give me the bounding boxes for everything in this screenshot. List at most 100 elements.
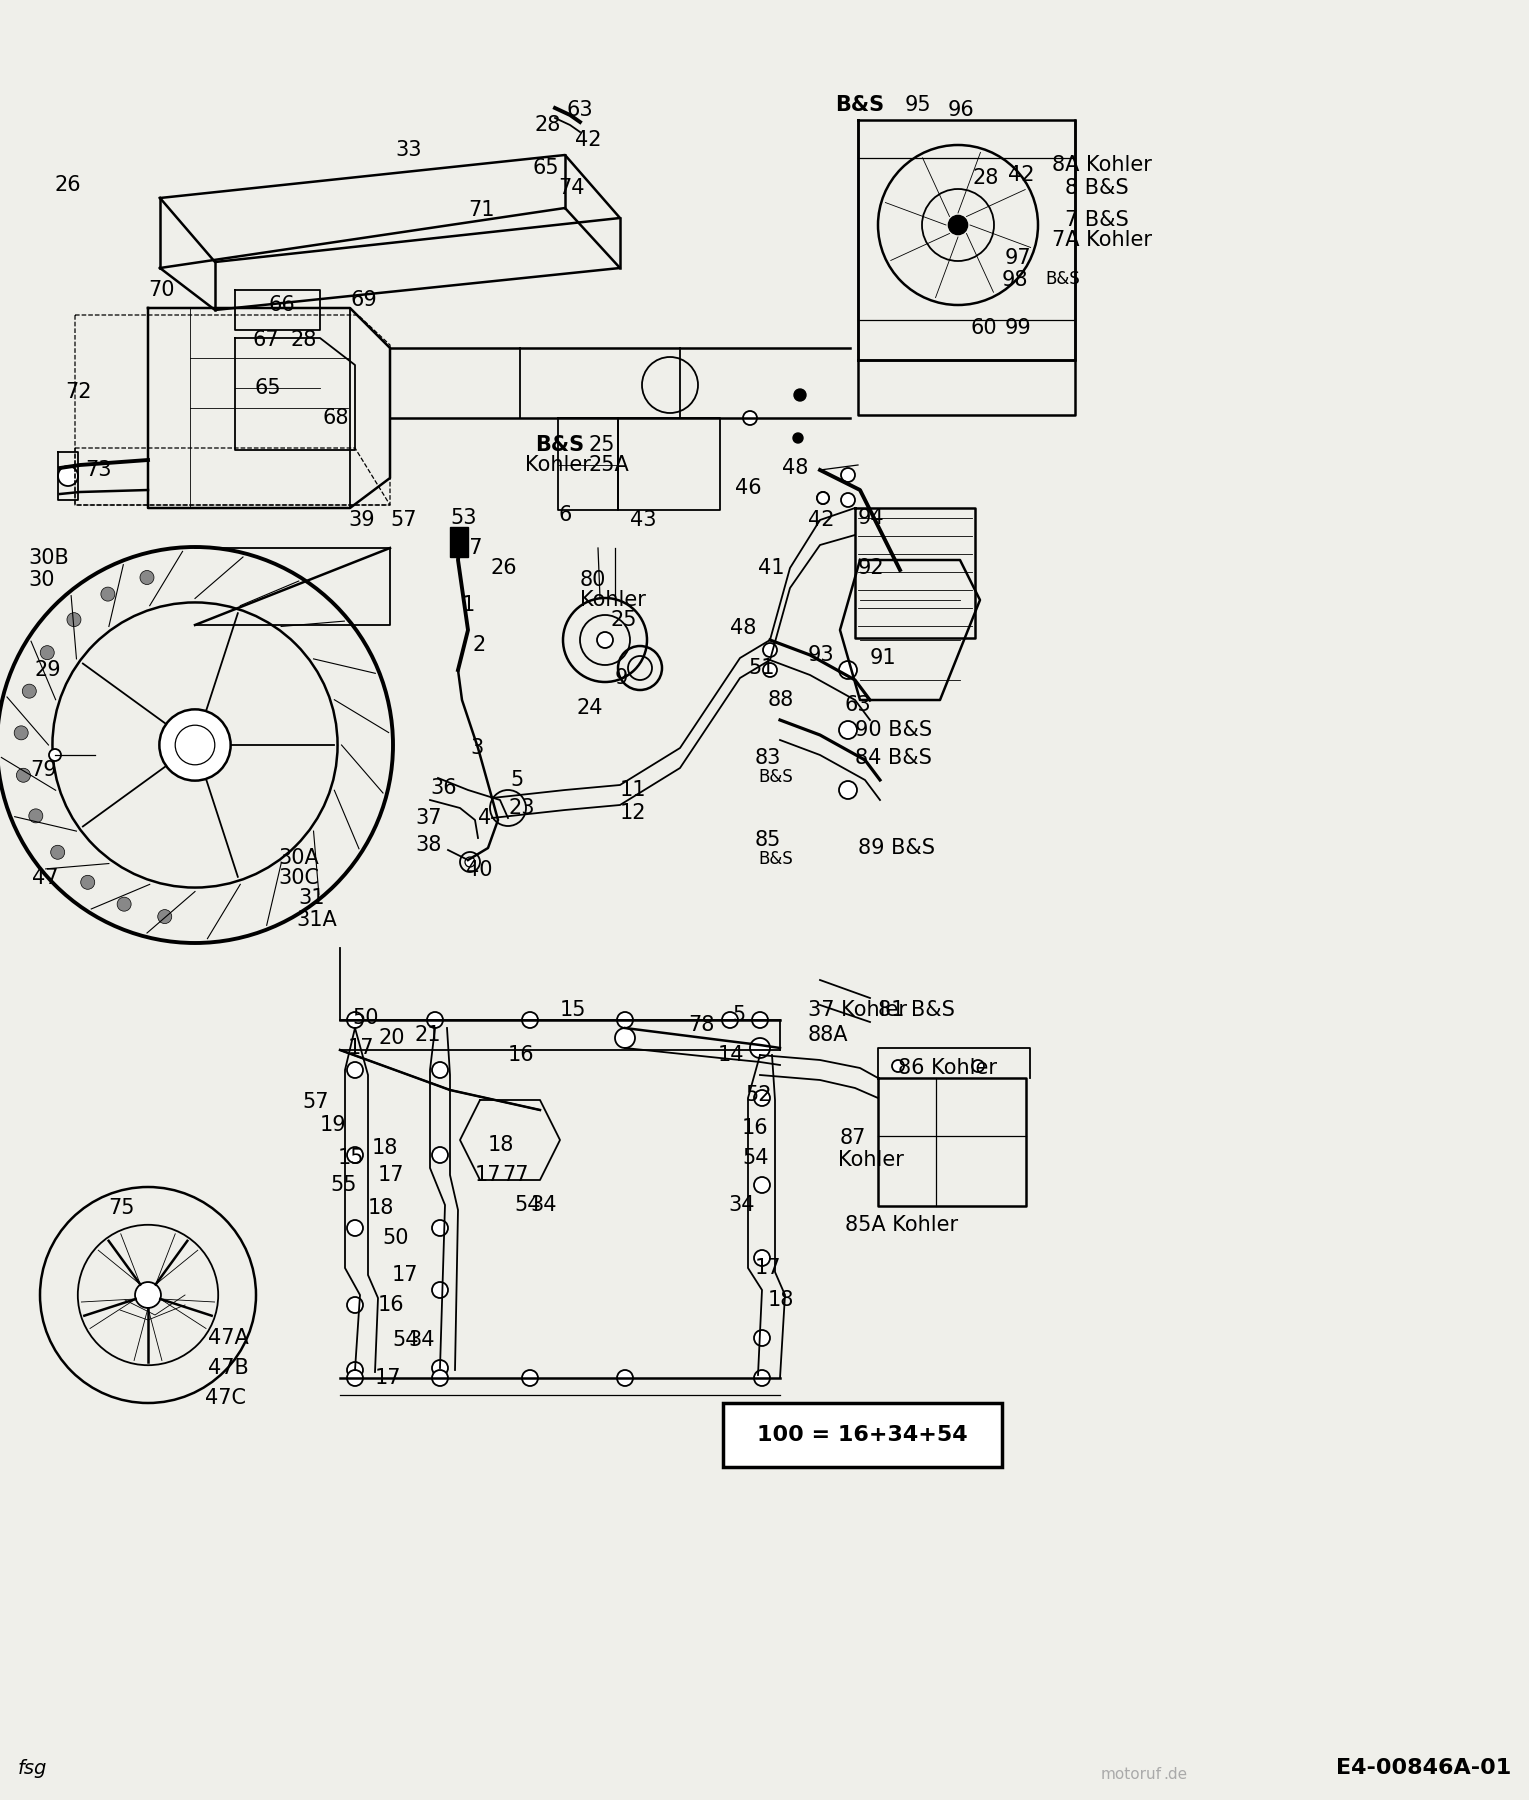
Circle shape	[722, 1012, 739, 1028]
Text: 31A: 31A	[297, 911, 336, 931]
Circle shape	[433, 1062, 448, 1078]
Text: 95: 95	[905, 95, 931, 115]
Text: 34: 34	[408, 1330, 434, 1350]
Circle shape	[948, 216, 968, 234]
Text: 97: 97	[1005, 248, 1032, 268]
Text: 79: 79	[31, 760, 57, 779]
Circle shape	[14, 725, 28, 740]
Text: 86 Kohler: 86 Kohler	[898, 1058, 997, 1078]
Text: 81 B&S: 81 B&S	[878, 1001, 956, 1021]
Circle shape	[839, 781, 856, 799]
Text: 42: 42	[807, 509, 835, 529]
Text: 14: 14	[719, 1046, 745, 1066]
Text: 1: 1	[462, 596, 476, 616]
Circle shape	[50, 846, 64, 859]
Circle shape	[29, 808, 43, 823]
Text: 36: 36	[430, 778, 457, 797]
Circle shape	[754, 1330, 771, 1346]
Text: B&S: B&S	[758, 769, 792, 787]
Text: 89 B&S: 89 B&S	[858, 839, 936, 859]
Text: 17: 17	[375, 1368, 402, 1388]
Text: .de: .de	[1164, 1768, 1187, 1782]
Text: Kohler: Kohler	[838, 1150, 904, 1170]
Text: 73: 73	[86, 461, 112, 481]
Text: 15: 15	[560, 1001, 587, 1021]
Text: 34: 34	[531, 1195, 557, 1215]
Text: 34: 34	[728, 1195, 754, 1215]
Circle shape	[841, 468, 855, 482]
Text: 46: 46	[735, 479, 761, 499]
Text: 87: 87	[839, 1129, 867, 1148]
Text: 63: 63	[846, 695, 872, 715]
Text: 31: 31	[298, 887, 324, 907]
Text: B&S: B&S	[1044, 270, 1079, 288]
Circle shape	[839, 661, 856, 679]
Text: 25: 25	[589, 436, 615, 455]
Text: 28: 28	[535, 115, 561, 135]
Circle shape	[81, 875, 95, 889]
Text: 93: 93	[807, 644, 835, 664]
Text: 2: 2	[472, 635, 485, 655]
Circle shape	[347, 1370, 362, 1386]
Text: 8A Kohler: 8A Kohler	[1052, 155, 1151, 175]
Text: 53: 53	[450, 508, 477, 527]
Text: 41: 41	[758, 558, 784, 578]
Text: 5: 5	[511, 770, 523, 790]
Text: 26: 26	[55, 175, 81, 194]
Circle shape	[427, 1012, 443, 1028]
Text: 69: 69	[350, 290, 376, 310]
Text: 57: 57	[390, 509, 416, 529]
Text: 42: 42	[575, 130, 601, 149]
Text: 40: 40	[466, 860, 492, 880]
Text: 47C: 47C	[205, 1388, 246, 1408]
Text: 50: 50	[382, 1228, 408, 1247]
Text: 17: 17	[476, 1165, 502, 1184]
Circle shape	[596, 632, 613, 648]
Circle shape	[615, 1028, 635, 1048]
Text: 37: 37	[414, 808, 442, 828]
Circle shape	[157, 909, 171, 923]
Text: 38: 38	[414, 835, 442, 855]
Text: 17: 17	[391, 1265, 419, 1285]
Text: 92: 92	[858, 558, 885, 578]
Circle shape	[465, 857, 476, 868]
Text: 3: 3	[469, 738, 483, 758]
Text: 30C: 30C	[278, 868, 320, 887]
Text: 24: 24	[576, 698, 604, 718]
Text: 65: 65	[255, 378, 281, 398]
Circle shape	[972, 1060, 985, 1073]
Text: 5: 5	[732, 1004, 745, 1024]
Text: B&S: B&S	[758, 850, 792, 868]
Circle shape	[40, 646, 54, 659]
Text: 91: 91	[870, 648, 896, 668]
Text: 30A: 30A	[278, 848, 318, 868]
Text: 65: 65	[532, 158, 558, 178]
Circle shape	[521, 1012, 538, 1028]
Text: 84 B&S: 84 B&S	[855, 749, 931, 769]
Circle shape	[433, 1147, 448, 1163]
Circle shape	[751, 1039, 771, 1058]
Circle shape	[347, 1298, 362, 1312]
Text: 29: 29	[35, 661, 61, 680]
Text: 16: 16	[508, 1046, 535, 1066]
Bar	[450, 527, 468, 556]
Text: 54: 54	[391, 1330, 419, 1350]
FancyBboxPatch shape	[723, 1402, 1001, 1467]
Text: 72: 72	[66, 382, 92, 401]
Text: 37 Kohler: 37 Kohler	[807, 1001, 907, 1021]
Text: motoruf: motoruf	[1101, 1768, 1162, 1782]
Circle shape	[743, 410, 757, 425]
Text: 7 B&S: 7 B&S	[1066, 211, 1128, 230]
Text: Kohler: Kohler	[524, 455, 590, 475]
Circle shape	[754, 1091, 771, 1105]
Circle shape	[118, 896, 131, 911]
Text: 8 B&S: 8 B&S	[1066, 178, 1128, 198]
Circle shape	[347, 1062, 362, 1078]
Text: 74: 74	[558, 178, 584, 198]
Text: 54: 54	[514, 1195, 540, 1215]
Text: 47B: 47B	[208, 1357, 249, 1379]
Text: 18: 18	[488, 1136, 514, 1156]
Text: B&S: B&S	[535, 436, 584, 455]
Text: 96: 96	[948, 101, 976, 121]
Text: 100 = 16+34+54: 100 = 16+34+54	[757, 1426, 968, 1445]
